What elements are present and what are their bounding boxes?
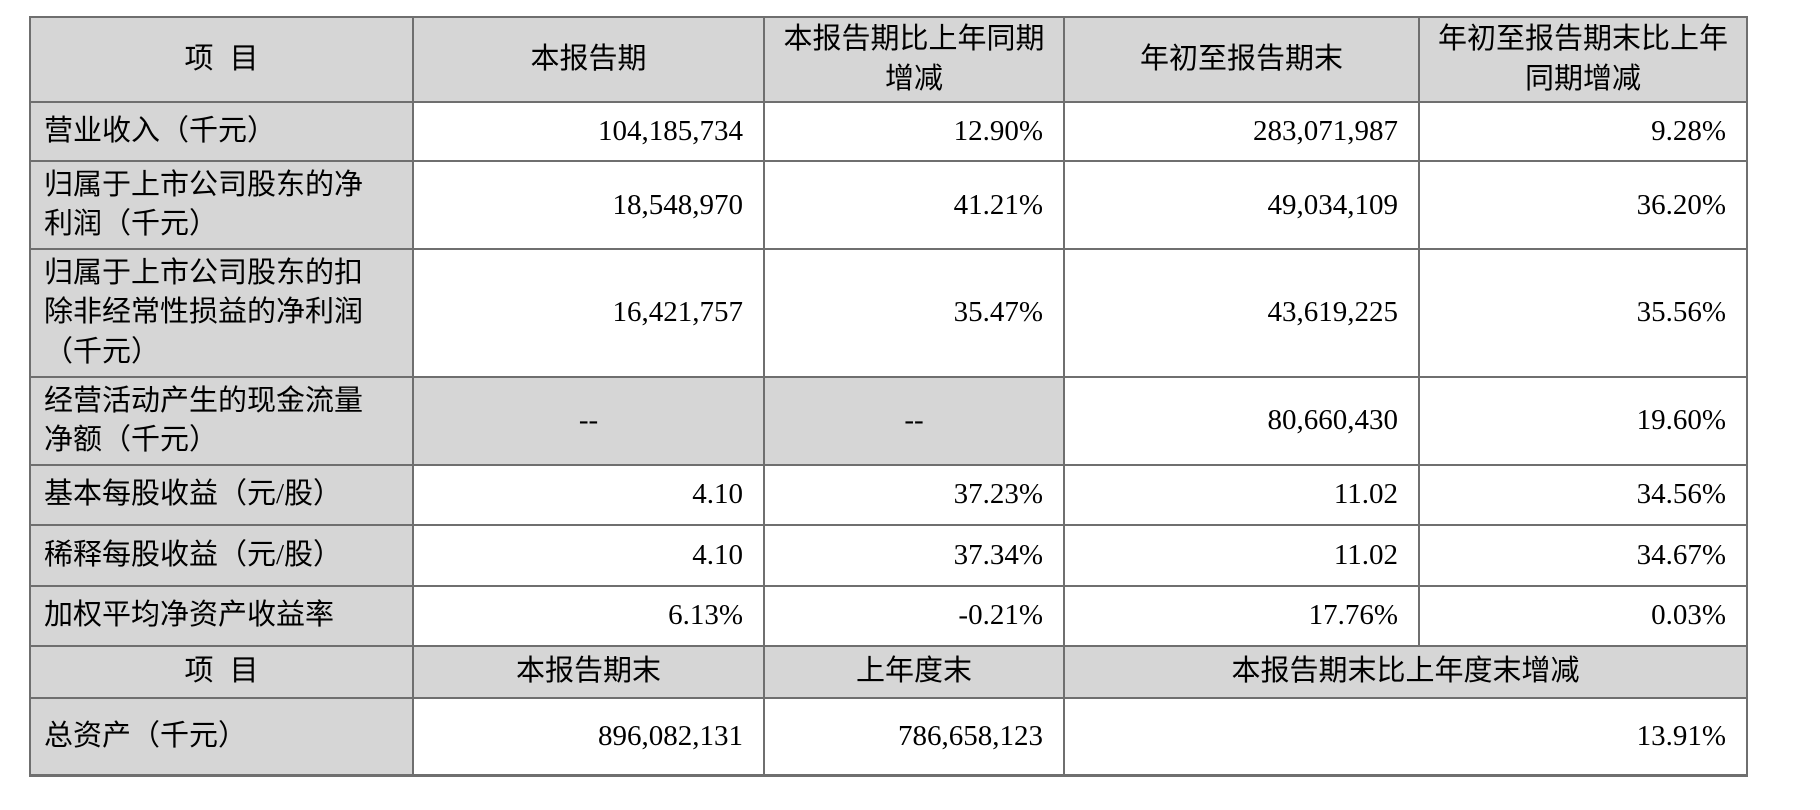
- value-cell: 9.28%: [1418, 101, 1748, 162]
- value-cell: 6.13%: [412, 584, 765, 647]
- value-cell: 36.20%: [1418, 159, 1748, 251]
- value-cell: 34.56%: [1418, 463, 1748, 526]
- data-row: 归属于上市公司股东的净利润（千元） 18,548,970 41.21% 49,034,…: [29, 159, 1748, 251]
- value-cell: 16,421,757: [412, 248, 765, 378]
- value-cell: 12.90%: [763, 101, 1065, 162]
- header-cell: 年初至报告期末: [1063, 16, 1420, 103]
- value-cell: 4.10: [412, 523, 765, 587]
- value-cell: 35.56%: [1418, 248, 1748, 378]
- data-row: 加权平均净资产收益率 6.13% -0.21% 17.76% 0.03%: [29, 584, 1748, 647]
- row-label-cell: 稀释每股收益（元/股）: [29, 523, 414, 587]
- row-label-cell: 归属于上市公司股东的净利润（千元）: [29, 159, 414, 251]
- value-cell: 43,619,225: [1063, 248, 1420, 378]
- header-cell: 本报告期末: [412, 644, 765, 699]
- empty-value-cell: --: [763, 375, 1065, 466]
- data-row: 总资产（千元） 896,082,131 786,658,123 13.91%: [29, 696, 1748, 777]
- row-label-cell: 加权平均净资产收益率: [29, 584, 414, 647]
- value-cell: 4.10: [412, 463, 765, 526]
- header-cell: 本报告期比上年同期增减: [763, 16, 1065, 103]
- empty-value-cell: --: [412, 375, 765, 466]
- row-label-cell: 归属于上市公司股东的扣除非经常性损益的净利润（千元）: [29, 248, 414, 378]
- value-cell: 37.23%: [763, 463, 1065, 526]
- header-cell-item: 项目: [29, 16, 414, 103]
- value-cell: 34.67%: [1418, 523, 1748, 587]
- header-row: 项目 本报告期末 上年度末 本报告期末比上年度末增减: [29, 644, 1748, 699]
- header-cell-item: 项目: [29, 644, 414, 699]
- value-cell: 11.02: [1063, 523, 1420, 587]
- value-cell: 80,660,430: [1063, 375, 1420, 466]
- value-cell: 0.03%: [1418, 584, 1748, 647]
- row-label-cell: 营业收入（千元）: [29, 101, 414, 162]
- row-label-cell: 基本每股收益（元/股）: [29, 463, 414, 526]
- row-label-cell: 总资产（千元）: [29, 696, 414, 777]
- header-cell: 本报告期末比上年度末增减: [1063, 644, 1748, 699]
- row-label-cell: 经营活动产生的现金流量净额（千元）: [29, 375, 414, 466]
- header-cell: 年初至报告期末比上年同期增减: [1418, 16, 1748, 103]
- value-cell: 35.47%: [763, 248, 1065, 378]
- value-cell: 41.21%: [763, 159, 1065, 251]
- header-row: 项目 本报告期 本报告期比上年同期增减 年初至报告期末 年初至报告期末比上年同期增减: [29, 16, 1748, 103]
- value-cell: 49,034,109: [1063, 159, 1420, 251]
- merged-value-cell: 13.91%: [1063, 696, 1748, 777]
- header-cell: 上年度末: [763, 644, 1065, 699]
- value-cell: 104,185,734: [412, 101, 765, 162]
- header-cell: 本报告期: [412, 16, 765, 103]
- key-financials-table: 项目 本报告期 本报告期比上年同期增减 年初至报告期末 年初至报告期末比上年同期增减 营业…: [29, 16, 1748, 778]
- data-row: 经营活动产生的现金流量净额（千元） -- -- 80,660,430 19.60%: [29, 375, 1748, 466]
- value-cell: 896,082,131: [412, 696, 765, 777]
- data-row: 基本每股收益（元/股） 4.10 37.23% 11.02 34.56%: [29, 463, 1748, 526]
- value-cell: 17.76%: [1063, 584, 1420, 647]
- value-cell: 11.02: [1063, 463, 1420, 526]
- value-cell: 37.34%: [763, 523, 1065, 587]
- table-body: 项目 本报告期 本报告期比上年同期增减 年初至报告期末 年初至报告期末比上年同期增减 营业…: [29, 16, 1748, 777]
- data-row: 归属于上市公司股东的扣除非经常性损益的净利润（千元） 16,421,757 35.4…: [29, 248, 1748, 378]
- data-row: 营业收入（千元） 104,185,734 12.90% 283,071,987 9.28…: [29, 101, 1748, 162]
- value-cell: 18,548,970: [412, 159, 765, 251]
- value-cell: 786,658,123: [763, 696, 1065, 777]
- data-row: 稀释每股收益（元/股） 4.10 37.34% 11.02 34.67%: [29, 523, 1748, 587]
- value-cell: 19.60%: [1418, 375, 1748, 466]
- value-cell: 283,071,987: [1063, 101, 1420, 162]
- value-cell: -0.21%: [763, 584, 1065, 647]
